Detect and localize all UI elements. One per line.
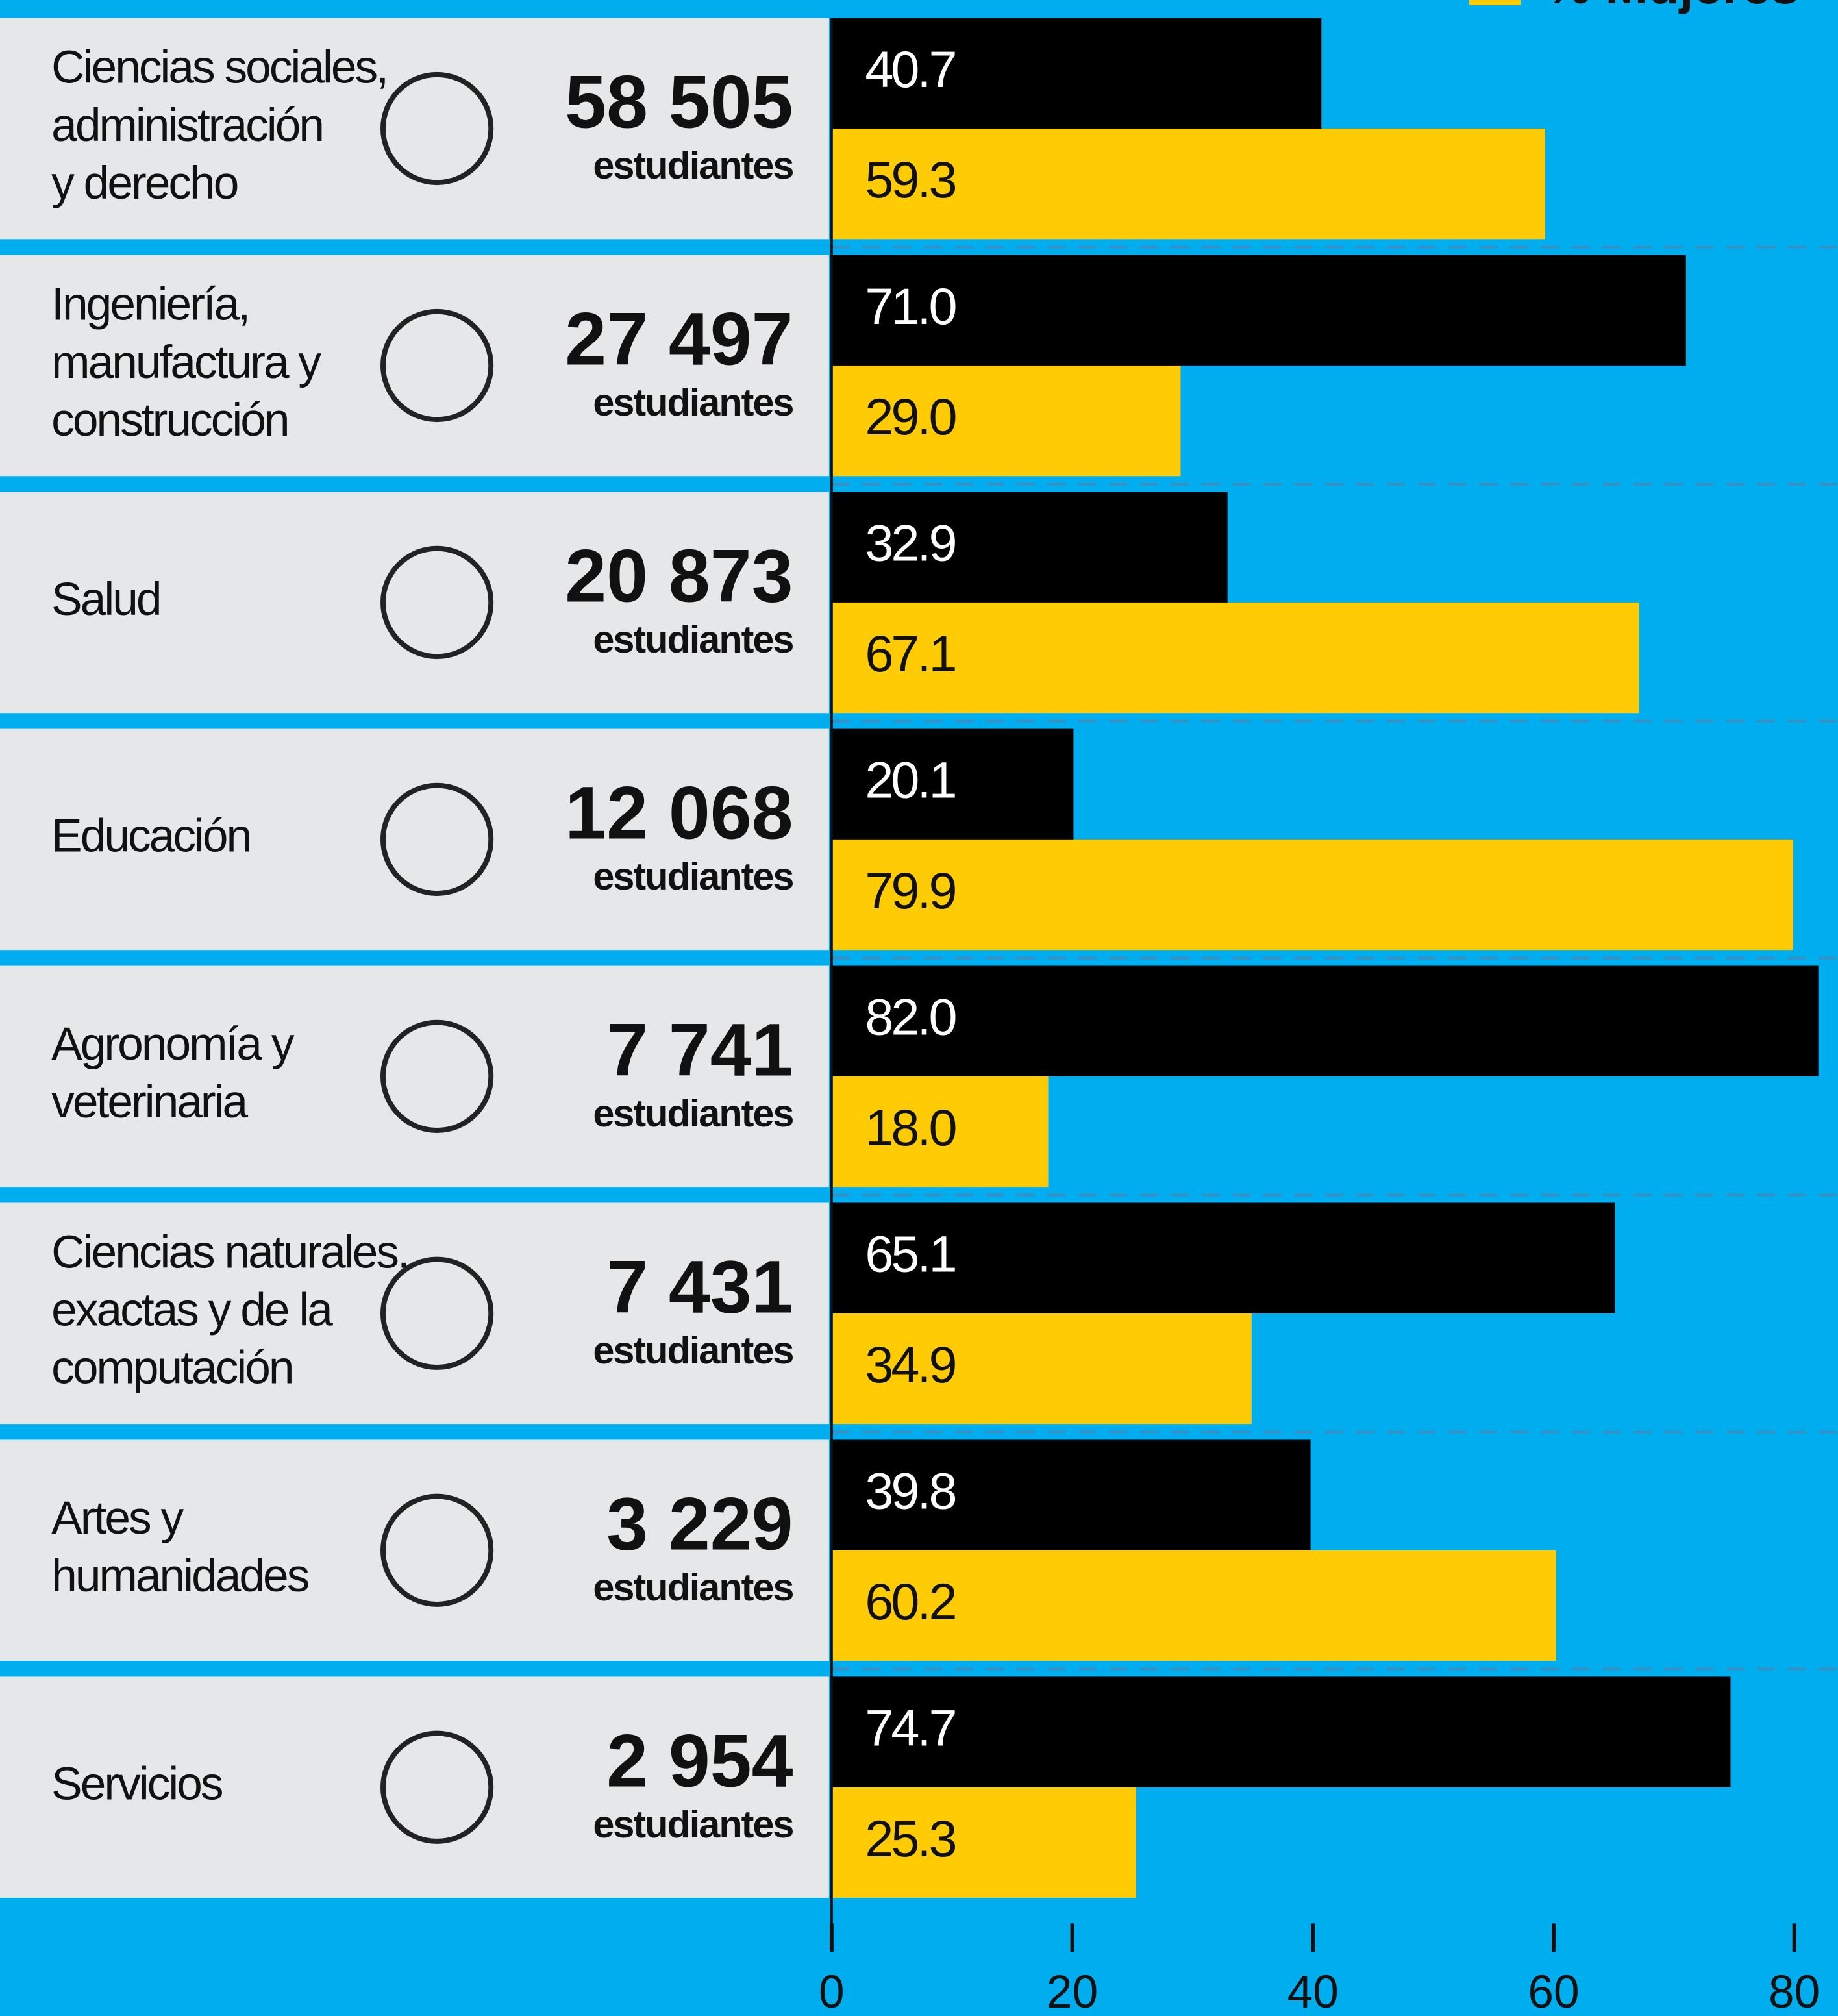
value-label: 32.9 [865, 514, 955, 572]
x-tick-label: 60 [1528, 1966, 1579, 2016]
icon [380, 1256, 494, 1370]
student-count: 3 229 [606, 1482, 793, 1565]
student-unit: estudiantes [593, 1565, 793, 1609]
student-count: 27 497 [565, 298, 793, 381]
bar [831, 492, 1228, 603]
bar [831, 1076, 1049, 1188]
category-label: manufactura y [51, 336, 321, 388]
category-label: Ciencias sociales, [51, 42, 387, 93]
student-count: 12 068 [565, 772, 793, 855]
value-label: 59.3 [865, 151, 955, 208]
student-count: 58 505 [565, 61, 793, 144]
student-unit: estudiantes [593, 1802, 793, 1846]
value-label: 34.9 [865, 1336, 955, 1393]
category-label: Servicios [51, 1758, 223, 1810]
bar [831, 965, 1819, 1076]
icon [380, 71, 494, 186]
value-label: 71.0 [865, 277, 955, 335]
category-label: y derecho [51, 157, 238, 209]
category-label: humanidades [51, 1550, 309, 1602]
bar [831, 1202, 1615, 1313]
student-unit: estudiantes [593, 1091, 793, 1135]
bar [831, 728, 1074, 840]
value-label: 29.0 [865, 388, 955, 445]
value-label: 60.2 [865, 1573, 955, 1630]
category-label: veterinaria [51, 1076, 248, 1128]
student-unit: estudiantes [593, 1328, 793, 1372]
x-tick-label: 80 [1769, 1966, 1820, 2016]
student-count: 20 873 [565, 535, 793, 618]
value-label: 40.7 [865, 40, 955, 98]
category-panel [0, 1439, 829, 1661]
category-panel [0, 1202, 829, 1425]
value-label: 25.3 [865, 1810, 955, 1867]
category-panel [0, 18, 829, 240]
category-panel [0, 255, 829, 477]
category-label: administración [51, 99, 323, 151]
category-label: Ciencias naturales, [51, 1226, 408, 1278]
x-tick-label: 0 [819, 1966, 845, 2016]
bar [831, 1313, 1252, 1425]
category-label: Agronomía y [51, 1018, 295, 1070]
student-count: 2 954 [606, 1719, 793, 1802]
value-label: 39.8 [865, 1462, 955, 1520]
bar [831, 839, 1793, 951]
category-label: Ingeniería, [51, 279, 249, 330]
bar [831, 365, 1181, 477]
category-panel [0, 1676, 829, 1898]
category-label: computación [51, 1342, 292, 1394]
category-panel [0, 728, 829, 951]
legend-swatch [1469, 0, 1521, 5]
category-panel [0, 492, 829, 714]
student-unit: estudiantes [593, 854, 793, 898]
student-count: 7 431 [606, 1245, 793, 1328]
category-panel [0, 965, 829, 1188]
value-label: 67.1 [865, 625, 955, 682]
icon [380, 782, 494, 897]
bar [831, 129, 1546, 240]
student-unit: estudiantes [593, 143, 793, 187]
value-label: 20.1 [865, 751, 955, 809]
icon [380, 1493, 494, 1607]
bar [831, 1439, 1311, 1550]
icon [380, 545, 494, 660]
x-tick-label: 40 [1287, 1966, 1339, 2016]
icon [380, 308, 494, 423]
value-label: 74.7 [865, 1699, 955, 1756]
value-label: 79.9 [865, 862, 955, 919]
category-label: Educación [51, 810, 250, 862]
value-label: 82.0 [865, 988, 955, 1046]
icon [380, 1730, 494, 1844]
student-unit: estudiantes [593, 380, 793, 424]
value-label: 65.1 [865, 1225, 955, 1283]
student-count: 7 741 [606, 1008, 793, 1091]
category-label: Salud [51, 573, 160, 625]
category-label: construcción [51, 394, 288, 446]
x-tick-label: 20 [1047, 1966, 1098, 2016]
icon [380, 1019, 494, 1133]
bar [831, 18, 1322, 129]
legend-label: % Mujeres [1545, 0, 1800, 14]
bar [831, 1787, 1136, 1898]
bar [831, 1550, 1556, 1661]
bar [831, 255, 1686, 366]
bar [831, 1676, 1731, 1787]
category-label: Artes y [51, 1492, 184, 1544]
value-label: 18.0 [865, 1099, 955, 1156]
category-label: exactas y de la [51, 1284, 333, 1336]
student-unit: estudiantes [593, 617, 793, 661]
bar [831, 602, 1639, 714]
